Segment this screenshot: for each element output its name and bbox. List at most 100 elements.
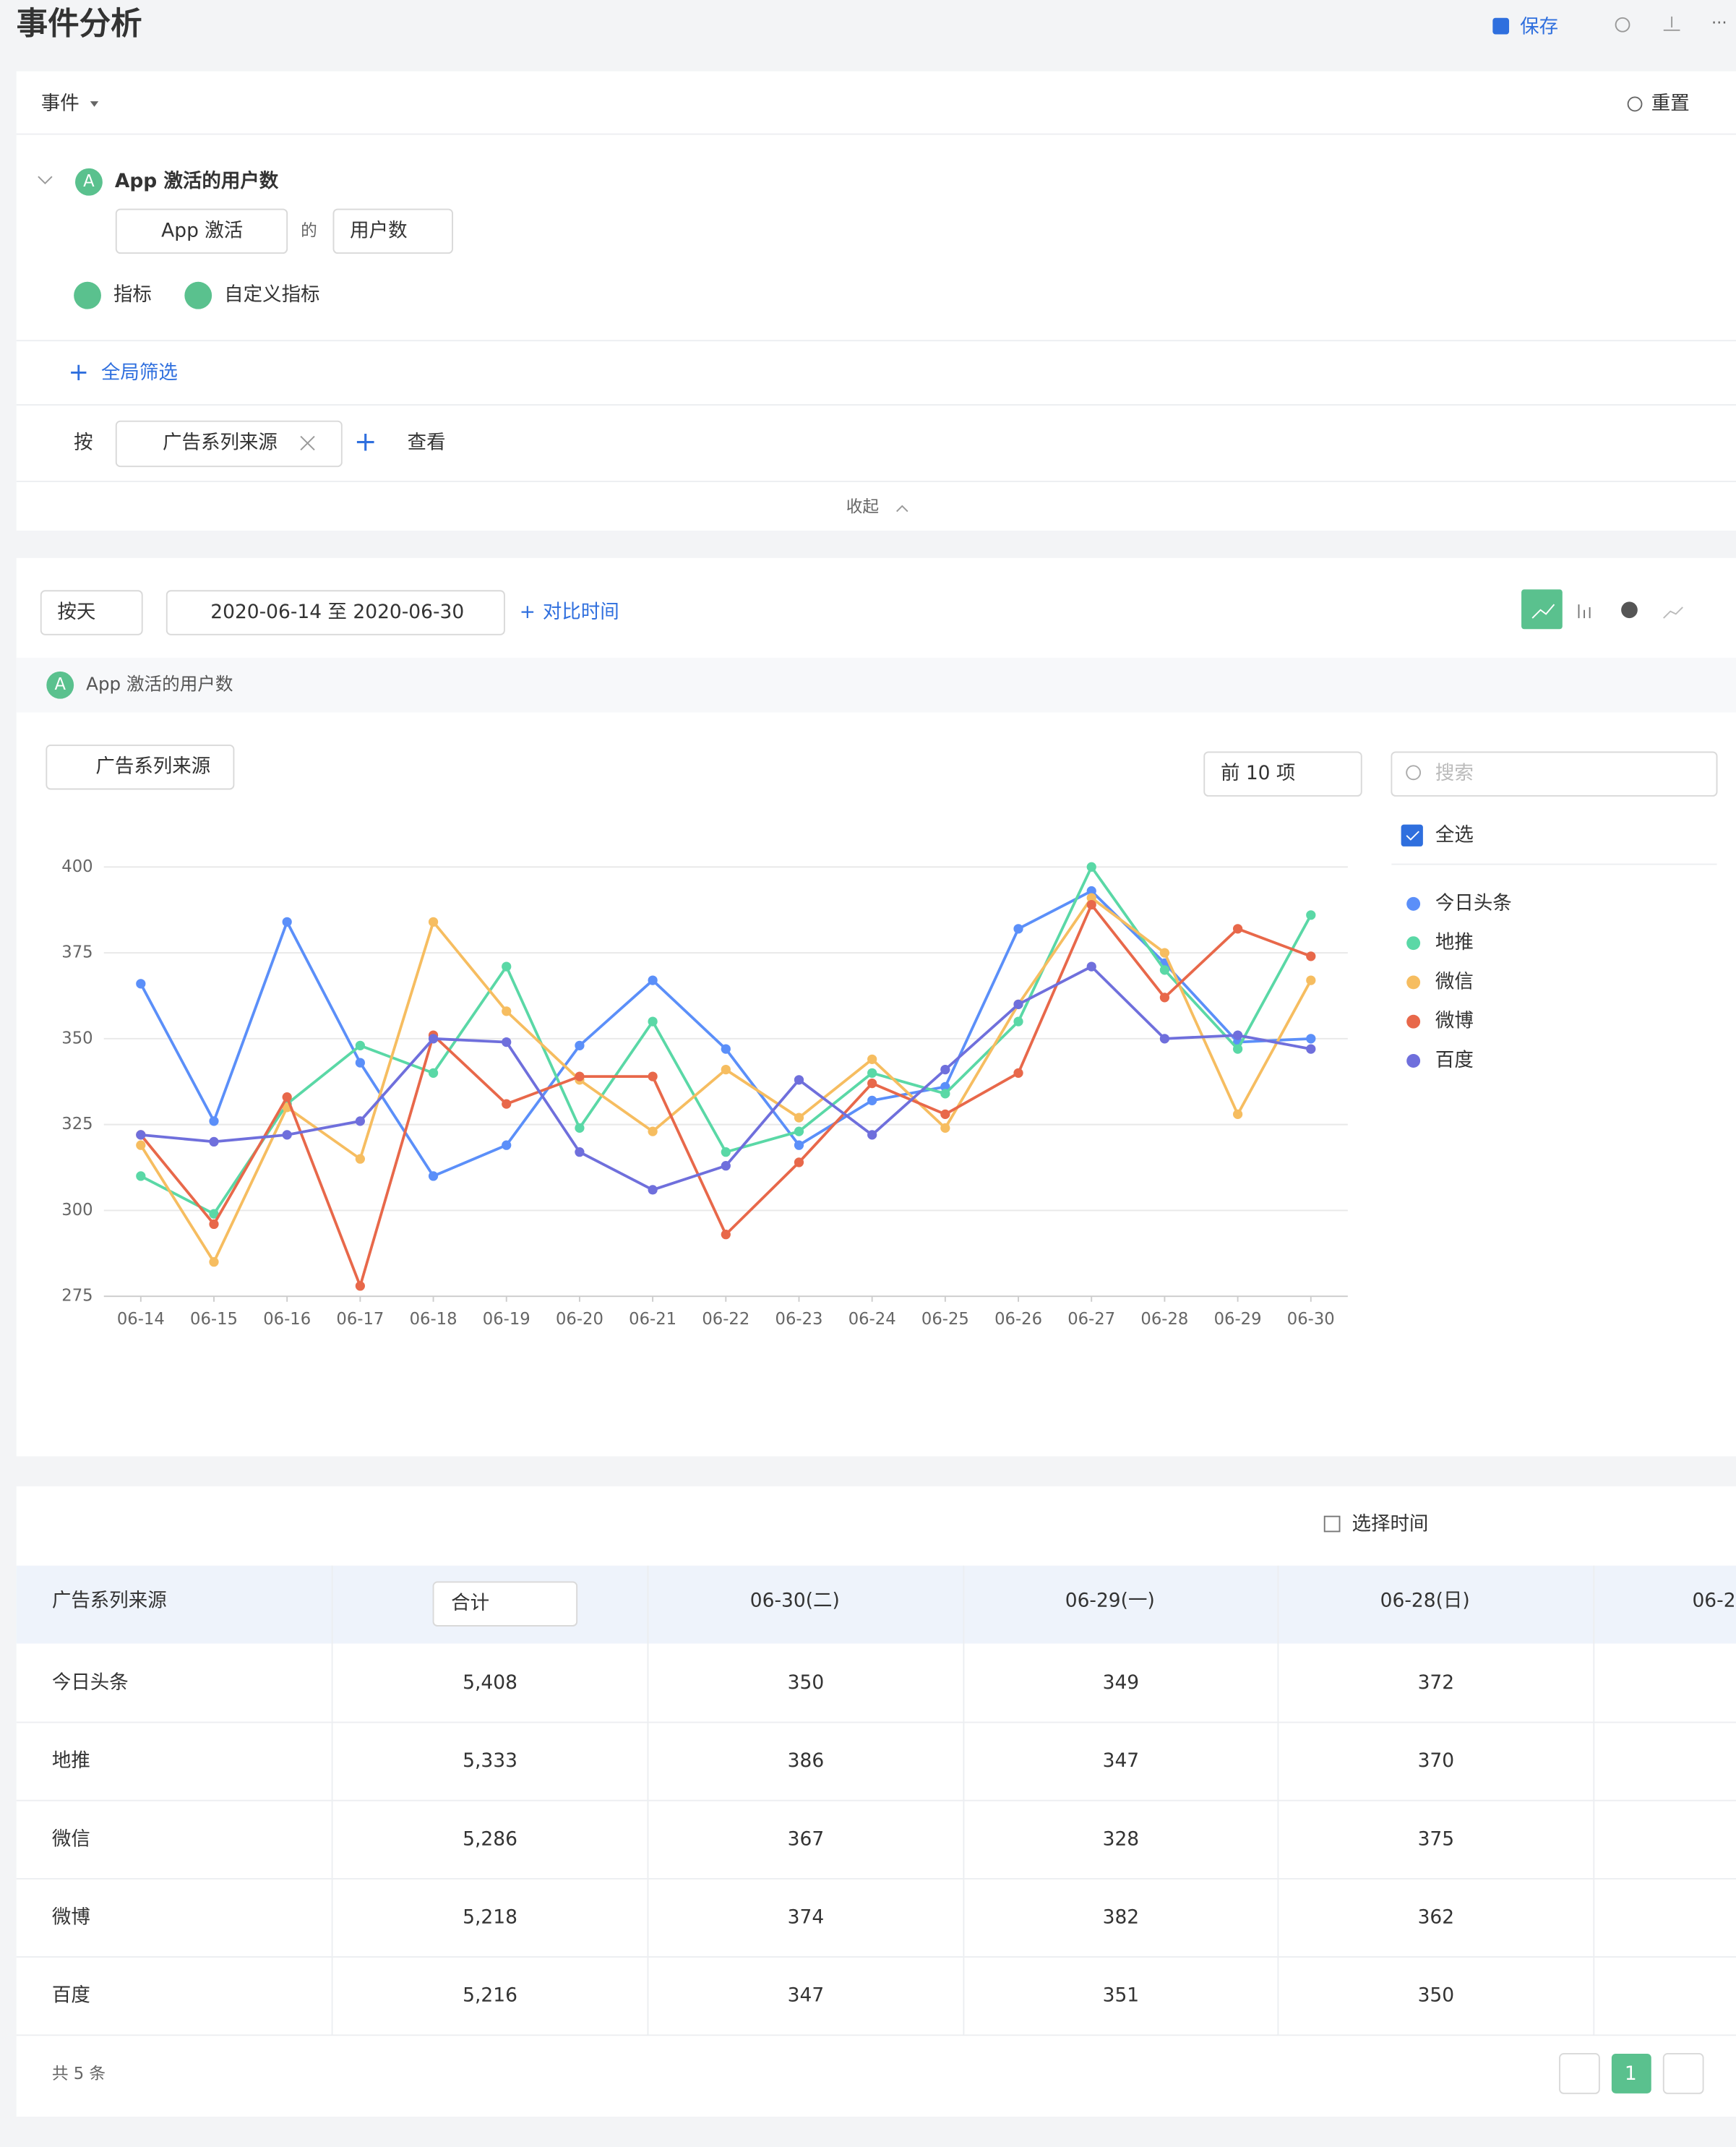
compare-button[interactable]: 对比时间 [543, 601, 619, 623]
pie-chart-button[interactable] [1621, 601, 1638, 619]
x-tick-label: 06-24 [848, 1310, 896, 1329]
reset-icon[interactable] [1627, 96, 1643, 112]
x-tick-label: 06-19 [483, 1310, 530, 1329]
y-tick-label: 375 [61, 943, 93, 962]
badge-text: A [54, 675, 66, 694]
data-point [1306, 910, 1316, 920]
page-button[interactable] [1611, 2053, 1651, 2094]
data-point [940, 1123, 950, 1133]
total-count: 共 5 条 [52, 2065, 106, 2083]
data-point [794, 1157, 804, 1167]
by-text: 按 [74, 431, 93, 453]
line-icon [1531, 604, 1555, 619]
date-picker[interactable] [166, 590, 505, 635]
data-point [575, 1147, 585, 1157]
granularity-select[interactable] [40, 590, 143, 635]
save-icon[interactable] [1492, 17, 1510, 35]
data-point [794, 1113, 804, 1123]
data-point [1086, 893, 1096, 903]
data-point [721, 1230, 731, 1240]
event-select[interactable] [115, 208, 288, 254]
select-all-checkbox[interactable] [1401, 824, 1423, 847]
x-tick-label: 06-22 [702, 1310, 749, 1329]
data-point [502, 1006, 512, 1016]
column-header[interactable]: 06-29(一) [1065, 1589, 1155, 1611]
prev-page[interactable] [1559, 2053, 1600, 2094]
table-cell: 386 [788, 1749, 825, 1772]
data-point [1013, 924, 1023, 934]
table-cell: 372 [1418, 1671, 1455, 1694]
add-icon[interactable] [184, 281, 212, 309]
y-tick-label: 300 [61, 1201, 93, 1220]
add-custom[interactable]: 自定义指标 [224, 283, 319, 306]
legend-entry[interactable]: 微信 [1435, 970, 1474, 993]
data-point [136, 1130, 146, 1140]
data-point [428, 1034, 439, 1044]
refresh-icon[interactable] [1615, 17, 1630, 33]
data-point [1159, 965, 1170, 975]
data-point [575, 1071, 585, 1081]
legend-entry[interactable]: 今日头条 [1435, 892, 1512, 914]
line-chart-button[interactable] [1521, 589, 1563, 630]
column-header[interactable]: 06-28(日) [1380, 1589, 1470, 1611]
x-tick-label: 06-21 [629, 1310, 676, 1329]
data-point [355, 1154, 365, 1164]
page-number: 1 [1625, 2062, 1637, 2085]
select-time[interactable]: 选择时间 [1352, 1513, 1429, 1535]
area-chart-button[interactable] [1663, 607, 1683, 619]
group-tag[interactable] [115, 420, 343, 468]
select-all[interactable]: 全选 [1435, 823, 1474, 846]
table-cell: 5,408 [463, 1671, 517, 1694]
bar-chart-button[interactable] [1578, 604, 1591, 619]
data-point [940, 1081, 950, 1092]
group-button[interactable] [46, 745, 235, 790]
column-header[interactable]: 06-30(二) [750, 1589, 840, 1611]
collapse-arrow[interactable] [38, 176, 53, 184]
calendar-icon [1323, 1515, 1341, 1533]
date-range: 2020-06-14 至 2020-06-30 [210, 601, 464, 623]
collapse-button[interactable]: 收起 [846, 497, 880, 516]
legend-marker [1406, 975, 1421, 990]
collapse-arrow [896, 505, 908, 513]
add-group[interactable]: + [354, 425, 377, 457]
add-icon[interactable] [74, 281, 101, 309]
table-cell: 350 [1418, 1984, 1455, 2007]
data-point [209, 1136, 219, 1147]
data-point [428, 1068, 439, 1078]
data-point [428, 1171, 439, 1181]
of-text: 的 [301, 221, 317, 240]
legend-marker [1406, 1054, 1421, 1068]
data-point [502, 1037, 512, 1047]
save-button[interactable]: 保存 [1520, 16, 1558, 38]
next-page[interactable] [1662, 2053, 1704, 2094]
badge-text: A [83, 172, 95, 191]
add-metric[interactable]: 指标 [113, 283, 152, 306]
row-label: 微信 [52, 1827, 90, 1850]
table-cell: 374 [788, 1906, 825, 1928]
measure-select[interactable] [332, 208, 453, 254]
data-point [1232, 1109, 1243, 1119]
legend-entry[interactable]: 地推 [1435, 931, 1474, 953]
data-point [648, 975, 658, 985]
group-text: 广告系列来源 [95, 755, 210, 778]
download-icon[interactable] [1663, 16, 1680, 31]
global-filter[interactable]: 全局筛选 [101, 361, 178, 384]
total-select[interactable] [432, 1581, 578, 1627]
remove-icon[interactable] [300, 435, 315, 451]
section-label[interactable]: 事件 [41, 92, 80, 114]
x-tick-label: 06-30 [1287, 1310, 1335, 1329]
metric-name: App 激活的用户数 [115, 170, 279, 192]
row-label: 微博 [52, 1906, 90, 1928]
top-select[interactable] [1203, 751, 1362, 797]
y-tick-label: 325 [61, 1115, 93, 1134]
reset-button[interactable]: 重置 [1651, 92, 1690, 114]
search-box[interactable] [1391, 751, 1718, 797]
x-tick-label: 06-29 [1214, 1310, 1262, 1329]
legend-entry[interactable]: 百度 [1435, 1049, 1474, 1071]
legend-entry[interactable]: 微博 [1435, 1010, 1474, 1032]
data-point [502, 961, 512, 972]
more-icon[interactable]: ··· [1711, 14, 1727, 33]
y-tick-label: 275 [61, 1287, 93, 1306]
badge [75, 168, 103, 196]
